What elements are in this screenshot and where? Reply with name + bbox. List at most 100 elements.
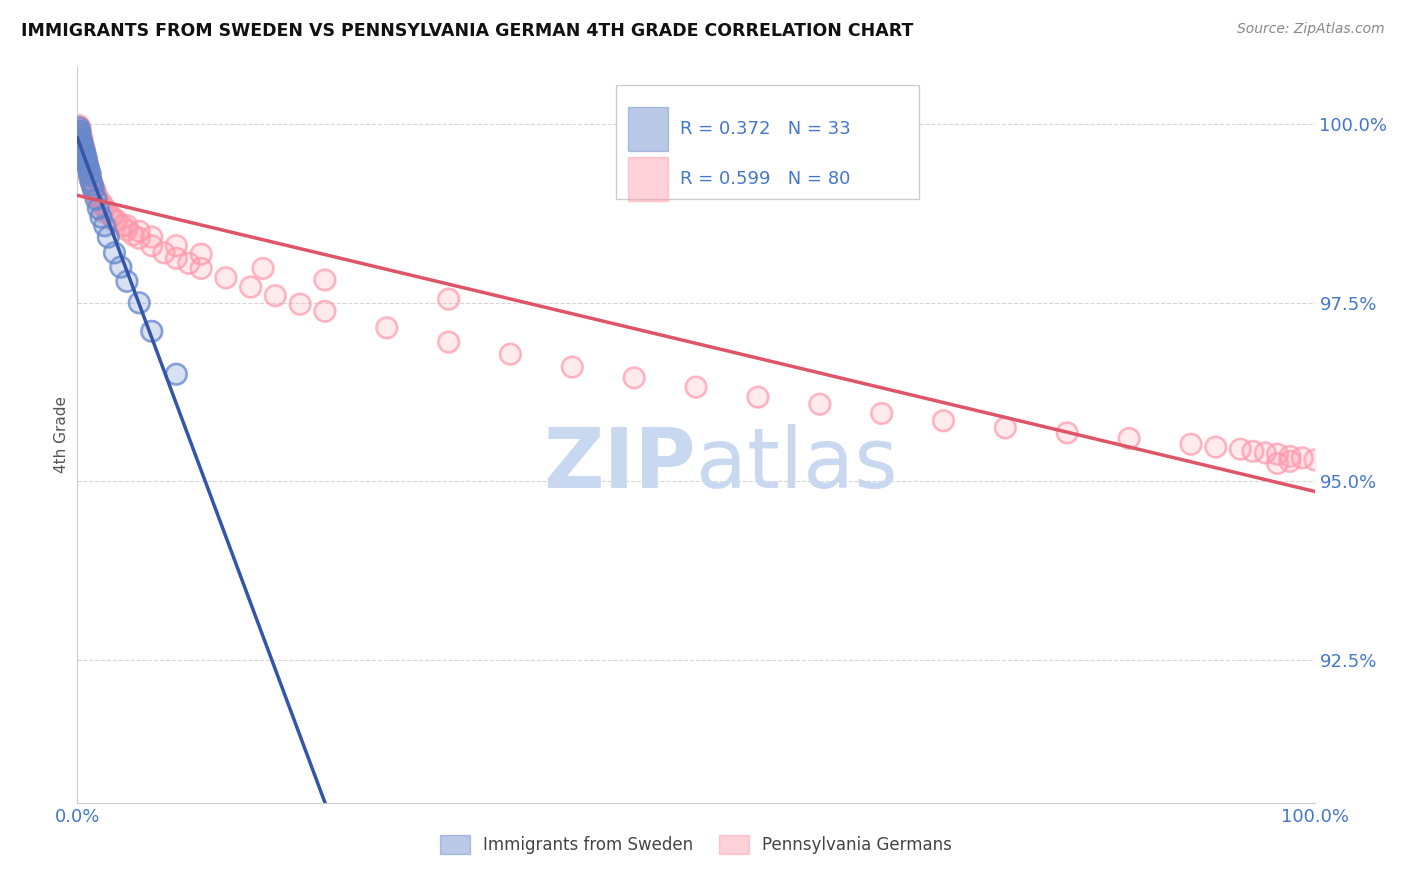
- Point: [73, 149, 96, 163]
- Point: [115, 219, 138, 233]
- Point: [1267, 447, 1289, 461]
- Point: [82, 181, 104, 195]
- Point: [90, 210, 112, 224]
- Point: [105, 213, 128, 227]
- Point: [69, 120, 91, 135]
- Point: [72, 142, 94, 156]
- Point: [91, 204, 114, 219]
- Point: [1229, 442, 1251, 457]
- Text: R = 0.372   N = 33: R = 0.372 N = 33: [681, 120, 851, 137]
- Point: [69, 128, 91, 142]
- Point: [76, 158, 98, 172]
- Point: [70, 135, 93, 149]
- Point: [375, 320, 398, 334]
- Point: [141, 230, 163, 244]
- Point: [122, 227, 145, 242]
- Point: [91, 197, 114, 211]
- Point: [76, 158, 98, 172]
- Point: [82, 181, 104, 195]
- Point: [97, 206, 120, 220]
- Point: [72, 145, 94, 160]
- Point: [83, 183, 105, 197]
- Point: [76, 160, 98, 174]
- Point: [499, 347, 522, 361]
- Point: [79, 167, 101, 181]
- Point: [165, 238, 187, 252]
- Point: [747, 390, 769, 404]
- Point: [561, 359, 583, 374]
- Point: [70, 135, 93, 149]
- Point: [72, 140, 94, 154]
- Point: [105, 213, 128, 227]
- Point: [70, 129, 93, 144]
- Point: [87, 202, 110, 216]
- Point: [115, 274, 138, 288]
- Point: [141, 238, 163, 252]
- Point: [72, 145, 94, 159]
- Point: [93, 202, 115, 216]
- Point: [177, 256, 200, 270]
- Point: [128, 231, 150, 245]
- Point: [77, 166, 100, 180]
- Point: [111, 219, 134, 233]
- Point: [93, 219, 115, 233]
- Point: [314, 273, 336, 287]
- Point: [623, 370, 645, 384]
- Point: [115, 223, 138, 237]
- Point: [72, 137, 94, 152]
- Point: [239, 280, 262, 294]
- Text: ZIP: ZIP: [544, 424, 696, 505]
- Point: [111, 219, 134, 233]
- Point: [67, 124, 90, 138]
- Point: [73, 147, 96, 161]
- Point: [72, 145, 94, 160]
- Point: [82, 178, 104, 192]
- Point: [73, 145, 96, 160]
- Point: [252, 261, 274, 276]
- Point: [87, 202, 110, 216]
- Point: [67, 119, 90, 133]
- Point: [1254, 446, 1277, 460]
- Point: [97, 230, 120, 244]
- Point: [91, 204, 114, 219]
- Point: [69, 126, 91, 140]
- Point: [994, 420, 1017, 434]
- Point: [70, 129, 93, 144]
- Point: [77, 161, 100, 176]
- Point: [79, 170, 101, 185]
- Point: [82, 183, 104, 197]
- Point: [1118, 432, 1140, 446]
- Point: [79, 166, 101, 180]
- Point: [75, 152, 97, 166]
- Point: [437, 292, 460, 306]
- Point: [79, 169, 101, 183]
- Point: [72, 138, 94, 153]
- Point: [561, 359, 583, 374]
- Point: [75, 152, 97, 166]
- Point: [97, 206, 120, 220]
- Point: [67, 128, 90, 142]
- Point: [103, 245, 125, 260]
- Point: [80, 174, 103, 188]
- Point: [70, 133, 93, 147]
- Point: [103, 213, 125, 227]
- Point: [1267, 447, 1289, 461]
- Point: [1118, 432, 1140, 446]
- Point: [72, 137, 94, 152]
- Point: [870, 406, 893, 420]
- Point: [165, 238, 187, 252]
- Point: [499, 347, 522, 361]
- Point: [215, 270, 238, 285]
- Point: [932, 413, 955, 427]
- Point: [1303, 453, 1326, 467]
- Point: [314, 304, 336, 318]
- Point: [1254, 446, 1277, 460]
- Point: [72, 142, 94, 156]
- Point: [72, 133, 94, 147]
- Point: [141, 324, 163, 338]
- Point: [70, 133, 93, 147]
- Point: [110, 260, 132, 274]
- Point: [89, 194, 111, 209]
- Point: [75, 152, 97, 166]
- Point: [1291, 450, 1313, 465]
